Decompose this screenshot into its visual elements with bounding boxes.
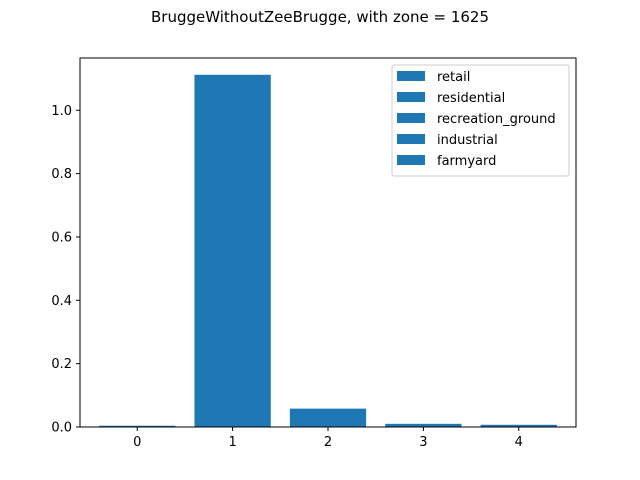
x-tick-label: 1 [228, 435, 236, 450]
legend-label-retail: retail [437, 70, 470, 85]
y-tick-label: 0.0 [51, 421, 72, 436]
y-tick-label: 0.8 [51, 167, 72, 182]
legend-swatch-industrial [397, 134, 425, 144]
x-tick-label: 0 [133, 435, 141, 450]
x-tick-label: 3 [419, 435, 427, 450]
legend-swatch-farmyard [397, 155, 425, 165]
legend-label-industrial: industrial [437, 133, 498, 148]
legend-swatch-retail [397, 71, 425, 81]
bar-recreation_ground [289, 408, 367, 427]
legend-label-recreation_ground: recreation_ground [437, 112, 556, 127]
y-tick-label: 0.4 [51, 294, 72, 309]
bar-residential [194, 74, 271, 428]
legend: retail residential recreation_groundindust… [391, 64, 570, 177]
legend-box [391, 64, 570, 177]
plot-area: 0 1 2 3 4 0.0 0.2 0.4 0.6 0.8 1.0 [51, 57, 577, 450]
bar-retail [99, 425, 176, 427]
bar-farmyard [480, 424, 557, 427]
legend-label-residential: residential [437, 91, 505, 106]
x-tick-label: 2 [324, 435, 332, 450]
y-tick-label: 0.2 [51, 357, 72, 372]
y-tick-label: 1.0 [51, 104, 72, 119]
legend-swatch-residential [397, 92, 425, 102]
legend-swatch-recreation_ground [397, 113, 425, 123]
chart-title: BruggeWithoutZeeBrugge, with zone = 1625 [151, 8, 489, 26]
x-tick-label: 4 [515, 435, 523, 450]
legend-label-farmyard: farmyard [437, 154, 496, 169]
y-tick-label: 0.6 [51, 230, 72, 245]
bar-industrial [385, 423, 462, 427]
